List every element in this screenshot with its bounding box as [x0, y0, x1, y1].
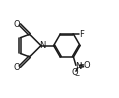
Text: −: − — [74, 72, 79, 77]
Text: +: + — [78, 62, 83, 67]
Text: N: N — [40, 41, 46, 50]
Text: O: O — [14, 63, 20, 72]
Text: N: N — [75, 62, 82, 71]
Text: O: O — [14, 20, 20, 29]
Text: F: F — [79, 30, 84, 39]
Text: O: O — [72, 68, 78, 77]
Text: O: O — [83, 61, 90, 70]
